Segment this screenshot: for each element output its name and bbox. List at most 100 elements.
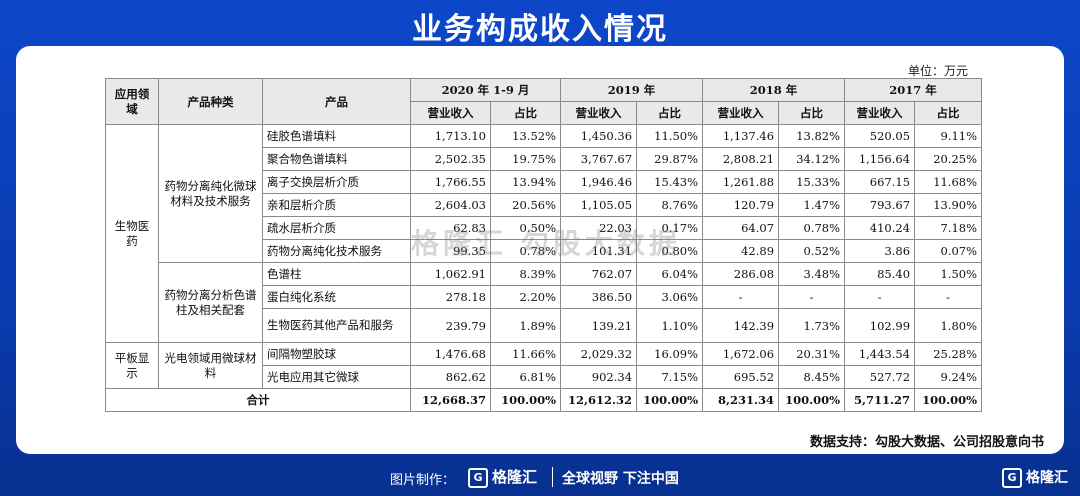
category-cell-chromatography: 药物分离分析色谱柱及相关配套 <box>158 262 263 343</box>
value-cell: 793.67 <box>844 193 916 217</box>
total-value: 100.00% <box>636 388 704 412</box>
header-period-2020: 2020 年 1-9 月 <box>409 78 562 102</box>
value-cell: 13.82% <box>778 124 846 148</box>
footer-logo: G 格隆汇 <box>468 466 537 488</box>
value-cell: 7.15% <box>636 365 704 389</box>
value-cell: 64.07 <box>702 216 780 240</box>
category-cell-purification: 药物分离纯化微球材料及技术服务 <box>158 124 263 263</box>
total-value: 12,612.32 <box>560 388 638 412</box>
total-row: 合计 12,668.37 100.00% 12,612.32 100.00% 8… <box>105 388 983 412</box>
value-cell: 1.89% <box>489 308 562 343</box>
table-row: 生物医药 药物分离纯化微球材料及技术服务 硅胶色谱填料 1,713.10 13.… <box>105 124 983 343</box>
total-value: 100.00% <box>914 388 983 412</box>
header-revenue: 营业收入 <box>560 101 638 125</box>
value-cell: 6.81% <box>489 365 562 389</box>
value-cell: 1,137.46 <box>702 124 780 148</box>
value-cell: 527.72 <box>844 365 916 389</box>
table-row: 离子交换层析介质 1,766.55 13.94% 1,946.46 15.43%… <box>106 170 983 194</box>
value-cell: 1,766.55 <box>410 170 491 194</box>
product-cell: 离子交换层析介质 <box>262 170 411 194</box>
footer-slogan: 全球视野 下注中国 <box>562 471 679 487</box>
product-cell: 聚合物色谱填料 <box>262 147 411 171</box>
value-cell: 13.94% <box>489 170 562 194</box>
value-cell: 762.07 <box>560 262 638 286</box>
value-cell: 0.80% <box>636 239 704 263</box>
domain-cell-optic: 平板显示 <box>105 342 159 389</box>
value-cell: 239.79 <box>410 308 491 343</box>
product-cell: 生物医药其他产品和服务 <box>262 308 411 343</box>
logo-g-icon: G <box>468 467 488 488</box>
value-cell: 1.10% <box>636 308 704 343</box>
product-cell: 光电应用其它微球 <box>262 365 411 389</box>
data-source: 数据支持：勾股大数据、公司招股意向书 <box>809 435 1044 450</box>
value-cell: 142.39 <box>702 308 780 343</box>
value-cell: 13.52% <box>489 124 562 148</box>
value-cell: 2,808.21 <box>702 147 780 171</box>
value-cell: 667.15 <box>844 170 916 194</box>
value-cell: 20.31% <box>778 342 846 366</box>
header-revenue: 营业收入 <box>844 101 916 125</box>
total-value: 100.00% <box>489 388 562 412</box>
product-cell: 药物分离纯化技术服务 <box>262 239 411 263</box>
product-cell: 硅胶色谱填料 <box>262 124 411 148</box>
value-cell: 695.52 <box>702 365 780 389</box>
value-cell: 11.50% <box>636 124 704 148</box>
corner-logo-text: 格隆汇 <box>1026 470 1068 486</box>
value-cell: 42.89 <box>702 239 780 263</box>
value-cell: 0.50% <box>489 216 562 240</box>
unit-label: 单位：万元 <box>907 64 968 78</box>
value-cell: 13.90% <box>914 193 983 217</box>
value-cell: 1,062.91 <box>410 262 491 286</box>
table-row: 平板显示 光电领域用微球材料 间隔物塑胶球 1,476.68 11.66% 2,… <box>105 342 983 389</box>
made-by-label: 图片制作： <box>390 473 456 488</box>
value-cell: 2,029.32 <box>560 342 638 366</box>
value-cell: 862.62 <box>410 365 491 389</box>
value-cell: 8.39% <box>489 262 562 286</box>
value-cell: 3.86 <box>844 239 916 263</box>
logo-g-icon: G <box>1002 468 1022 488</box>
product-cell: 疏水层析介质 <box>262 216 411 240</box>
value-cell: 0.07% <box>914 239 983 263</box>
value-cell: 22.03 <box>560 216 638 240</box>
value-cell: 1.80% <box>914 308 983 343</box>
value-cell: 99.35 <box>410 239 491 263</box>
value-cell: 3.48% <box>778 262 846 286</box>
header-share: 占比 <box>914 101 983 125</box>
value-cell: 1.47% <box>778 193 846 217</box>
value-cell: 9.11% <box>914 124 983 148</box>
value-cell: 2,502.35 <box>410 147 491 171</box>
page-title: 业务构成收入情况 <box>412 12 668 47</box>
header-share: 占比 <box>636 101 704 125</box>
value-cell: 120.79 <box>702 193 780 217</box>
value-cell: 1,476.68 <box>410 342 491 366</box>
value-cell: 386.50 <box>560 285 638 309</box>
value-cell: - <box>778 285 846 309</box>
value-cell: 520.05 <box>844 124 916 148</box>
header-product: 产品 <box>262 78 411 125</box>
value-cell: - <box>844 285 916 309</box>
value-cell: 9.24% <box>914 365 983 389</box>
value-cell: - <box>702 285 780 309</box>
value-cell: 278.18 <box>410 285 491 309</box>
total-value: 5,711.27 <box>844 388 916 412</box>
product-cell: 蛋白纯化系统 <box>262 285 411 309</box>
value-cell: 1,261.88 <box>702 170 780 194</box>
value-cell: 19.75% <box>489 147 562 171</box>
product-cell: 间隔物塑胶球 <box>262 342 411 366</box>
value-cell: 2,604.03 <box>410 193 491 217</box>
table-row: 疏水层析介质 62.83 0.50% 22.03 0.17% 64.07 0.7… <box>106 216 983 240</box>
header-share: 占比 <box>489 101 562 125</box>
revenue-table: 应用领域 产品种类 产品 2020 年 1-9 月 2019 年 2018 年 … <box>105 78 983 412</box>
value-cell: 29.87% <box>636 147 704 171</box>
value-cell: 1,946.46 <box>560 170 638 194</box>
value-cell: 101.31 <box>560 239 638 263</box>
value-cell: 85.40 <box>844 262 916 286</box>
table-row: 药物分离分析色谱柱及相关配套 色谱柱 1,062.91 8.39% 762.07… <box>106 262 983 343</box>
table-row: 药物分离纯化技术服务 99.35 0.78% 101.31 0.80% 42.8… <box>106 239 983 263</box>
value-cell: 15.43% <box>636 170 704 194</box>
value-cell: 0.52% <box>778 239 846 263</box>
value-cell: 15.33% <box>778 170 846 194</box>
product-cell: 亲和层析介质 <box>262 193 411 217</box>
footer-divider <box>552 467 553 487</box>
domain-cell-bio: 生物医药 <box>105 124 159 343</box>
